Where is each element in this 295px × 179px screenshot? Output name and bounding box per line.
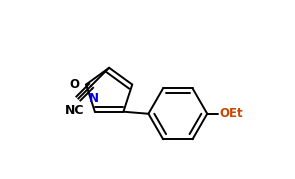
Text: NC: NC [65, 104, 84, 117]
Text: O: O [70, 78, 80, 91]
Text: N: N [88, 91, 99, 105]
Text: OEt: OEt [219, 107, 243, 120]
